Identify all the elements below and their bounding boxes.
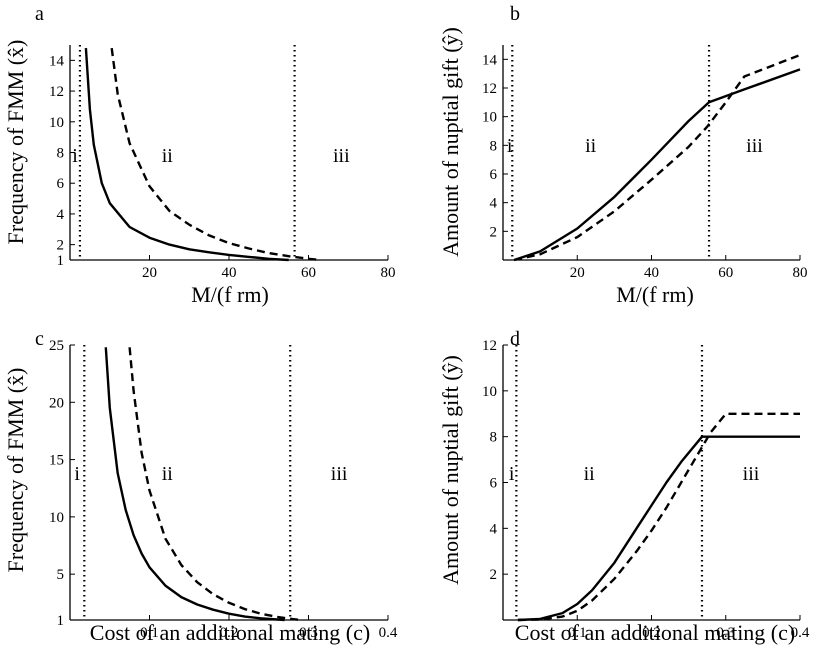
x-axis-label: M/(f rm) (191, 282, 269, 307)
region-label-ii: ii (162, 463, 174, 485)
solid-series-line (514, 69, 800, 260)
y-tick-label: 2 (57, 238, 65, 254)
region-label-iii: iii (333, 145, 350, 167)
panel-letter: c (35, 328, 44, 350)
x-axis-label: M/(f rm) (616, 282, 694, 307)
y-tick-label: 20 (49, 395, 64, 411)
y-tick-label: 6 (490, 476, 498, 492)
dashed-series-line (518, 414, 800, 620)
y-tick-label: 4 (490, 196, 498, 212)
y-tick-label: 4 (57, 207, 65, 223)
y-tick-label: 12 (482, 81, 497, 97)
panel-letter: b (510, 3, 520, 25)
region-label-ii: ii (585, 135, 597, 157)
x-tick-label: 40 (644, 265, 659, 281)
panel-letter: a (35, 3, 44, 25)
y-tick-label: 14 (482, 52, 498, 68)
dashed-series-line (130, 347, 301, 620)
y-tick-label: 8 (490, 430, 498, 446)
region-label-ii: ii (162, 145, 174, 167)
y-tick-label: 1 (57, 613, 65, 629)
region-label-i: i (74, 463, 80, 485)
y-tick-label: 10 (482, 110, 497, 126)
x-tick-label: 80 (381, 265, 396, 281)
region-label-i: i (509, 463, 515, 485)
x-tick-label: 60 (718, 265, 733, 281)
x-axis-label: Cost of an additional mating (c) (90, 620, 370, 645)
y-tick-label: 1 (57, 253, 65, 269)
x-tick-label: 20 (142, 265, 157, 281)
y-tick-label: 2 (490, 567, 498, 583)
x-tick-label: 0.4 (379, 625, 398, 641)
y-axis-label: Frequency of FMM (x̂) (3, 40, 28, 245)
y-tick-label: 12 (482, 338, 497, 354)
y-tick-label: 25 (49, 338, 64, 354)
x-tick-label: 80 (793, 265, 808, 281)
y-tick-label: 5 (57, 567, 65, 583)
region-label-i: i (72, 145, 78, 167)
region-label-i: i (507, 135, 513, 157)
y-tick-label: 8 (490, 138, 498, 154)
y-tick-label: 6 (490, 167, 498, 183)
y-tick-label: 15 (49, 453, 64, 469)
x-axis-label: Cost of an additional mating (c) (515, 620, 795, 645)
y-tick-label: 14 (49, 53, 65, 69)
region-label-iii: iii (746, 135, 763, 157)
x-tick-label: 40 (222, 265, 237, 281)
region-label-ii: ii (584, 463, 596, 485)
y-tick-label: 2 (490, 224, 498, 240)
y-tick-label: 10 (49, 510, 64, 526)
y-axis-label: Amount of nuptial gift (ŷ) (438, 27, 463, 257)
x-tick-label: 20 (570, 265, 585, 281)
y-tick-label: 12 (49, 84, 64, 100)
dashed-series-line (112, 48, 321, 260)
y-tick-label: 10 (482, 384, 497, 400)
y-tick-label: 4 (490, 521, 498, 537)
y-tick-label: 8 (57, 146, 65, 162)
region-label-iii: iii (331, 463, 348, 485)
y-axis-label: Amount of nuptial gift (ŷ) (438, 355, 463, 585)
x-tick-label: 60 (301, 265, 316, 281)
y-axis-label: Frequency of FMM (x̂) (3, 368, 28, 573)
y-tick-label: 6 (57, 176, 65, 192)
panel-letter: d (510, 328, 520, 350)
region-label-iii: iii (743, 463, 760, 485)
y-tick-label: 10 (49, 115, 64, 131)
